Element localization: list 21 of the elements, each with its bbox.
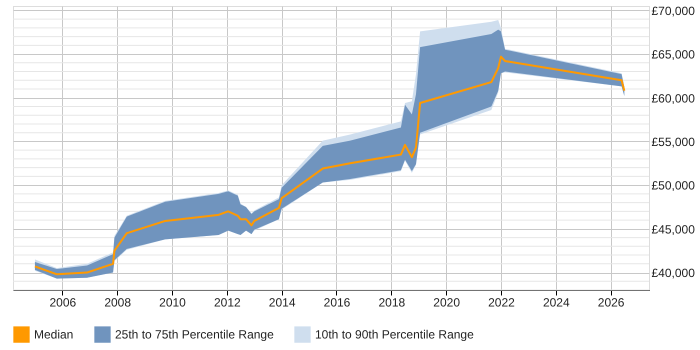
x-tick-label: 2008: [104, 296, 132, 310]
y-tick-label: £60,000: [652, 91, 696, 106]
x-tick-label: 2018: [378, 296, 406, 310]
x-tick-label: 2010: [159, 296, 186, 310]
y-tick-label: £55,000: [652, 134, 696, 149]
x-tick-label: 2016: [324, 296, 351, 310]
legend-label: 25th to 75th Percentile Range: [115, 328, 274, 342]
x-tick-label: 2012: [214, 296, 241, 310]
y-tick-label: £65,000: [652, 48, 696, 62]
legend-label: Median: [34, 328, 74, 342]
y-tick-label: £70,000: [652, 4, 696, 18]
y-tick-label: £50,000: [652, 178, 696, 193]
x-tick-label: 2006: [49, 296, 77, 310]
x-tick-label: 2022: [488, 296, 516, 310]
legend-label: 10th to 90th Percentile Range: [315, 328, 474, 342]
x-tick-label: 2024: [542, 296, 570, 310]
x-tick-label: 2020: [433, 296, 460, 310]
x-tick-label: 2026: [598, 296, 625, 310]
y-tick-label: £45,000: [652, 222, 696, 236]
y-tick-label: £40,000: [652, 266, 696, 280]
x-tick-label: 2014: [268, 296, 296, 310]
